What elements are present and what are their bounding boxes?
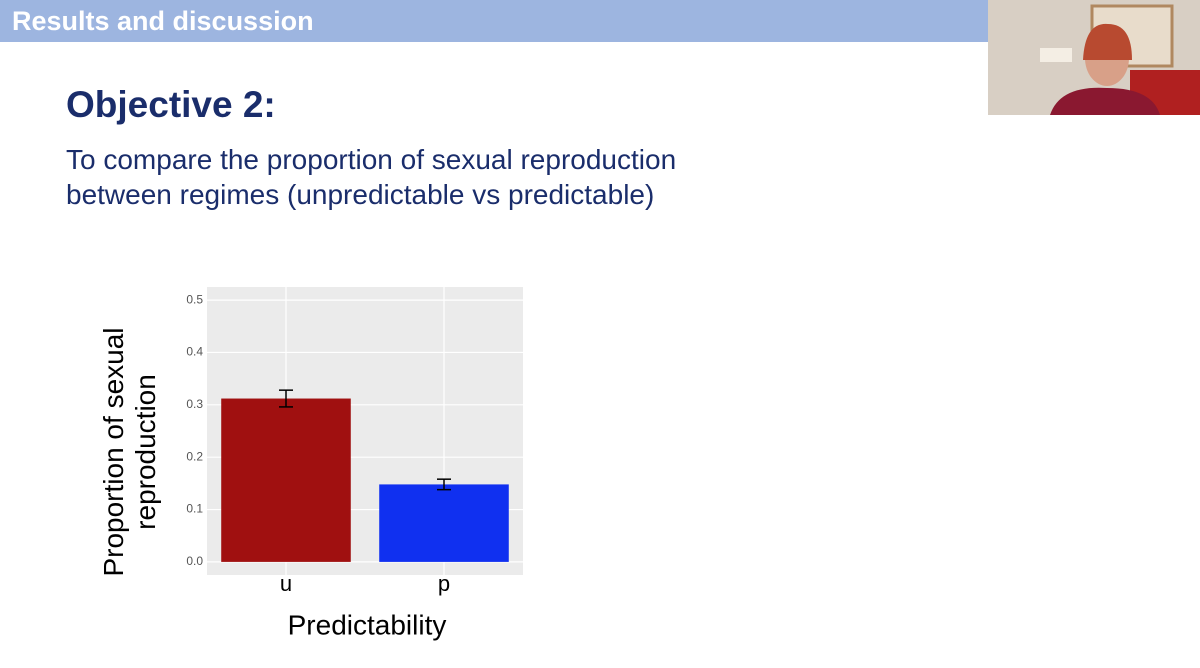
x-tick-label: p [438, 571, 450, 596]
bar [379, 484, 509, 562]
y-tick-label: 0.3 [186, 397, 203, 411]
y-tick-label: 0.0 [186, 554, 203, 568]
y-axis-title: Proportion of sexual reproduction [98, 327, 161, 577]
slide-text: To compare the proportion of sexual repr… [66, 144, 677, 210]
x-axis-title: Predictability [288, 609, 447, 640]
bar [221, 398, 351, 562]
y-tick-label: 0.1 [186, 502, 203, 516]
y-tick-label: 0.2 [186, 449, 203, 463]
y-tick-label: 0.4 [186, 345, 203, 359]
header-title: Results and discussion [0, 0, 988, 42]
slide-heading: Objective 2: [66, 84, 276, 125]
x-tick-label: u [280, 571, 292, 596]
y-tick-label: 0.5 [186, 292, 203, 306]
webcam [988, 0, 1200, 115]
